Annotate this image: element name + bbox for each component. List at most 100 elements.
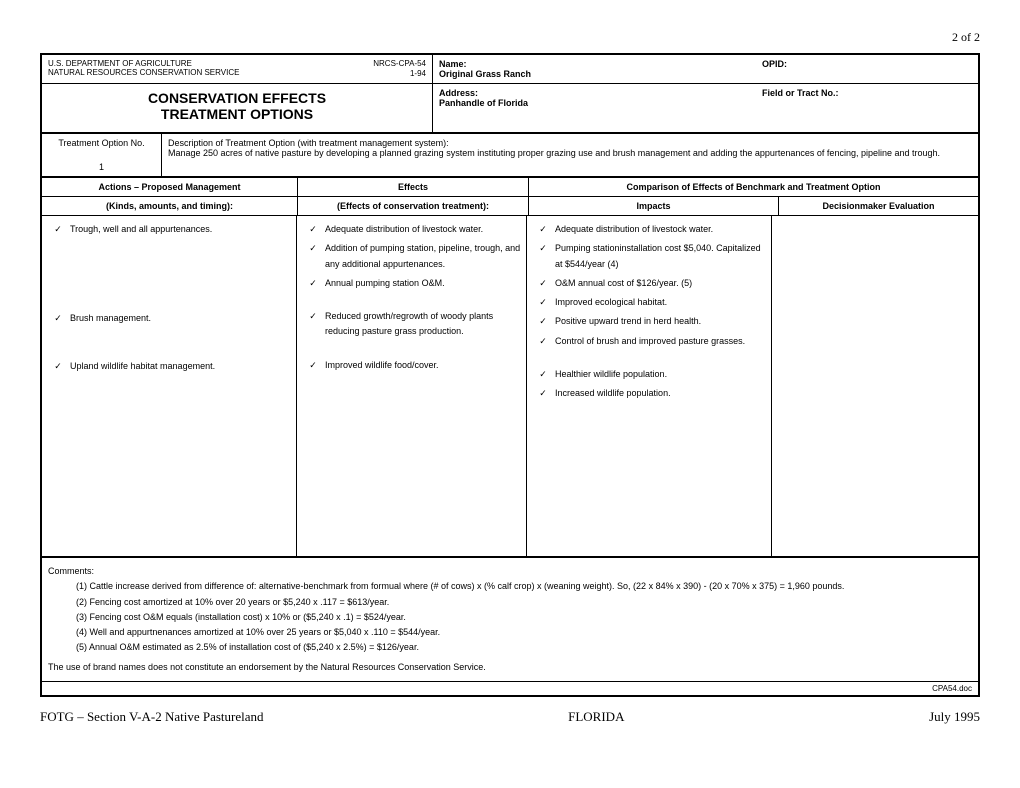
dept-line-1: U.S. DEPARTMENT OF AGRICULTURE <box>48 59 426 68</box>
page-footer: FOTG – Section V-A-2 Native Pastureland … <box>40 709 980 725</box>
check-icon: ✓ <box>46 222 70 237</box>
name-label: Name: <box>439 59 467 69</box>
form-title: CONSERVATION EFFECTS TREATMENT OPTIONS <box>42 84 432 132</box>
name-value: Original Grass Ranch <box>439 69 531 79</box>
impact-text: Positive upward trend in herd health. <box>555 314 767 329</box>
actions-column: ✓Trough, well and all appurtenances. ✓Br… <box>42 216 297 556</box>
effect-text: Annual pumping station O&M. <box>325 276 522 291</box>
impact-text: Increased wildlife population. <box>555 386 767 401</box>
check-icon: ✓ <box>301 358 325 373</box>
check-icon: ✓ <box>531 334 555 349</box>
effect-item: ✓Annual pumping station O&M. <box>301 276 522 291</box>
doc-reference: CPA54.doc <box>42 681 978 695</box>
formno-2: 1-94 <box>373 69 426 79</box>
check-icon: ✓ <box>531 295 555 310</box>
check-icon: ✓ <box>46 359 70 374</box>
formno-1: NRCS-CPA-54 <box>373 59 426 69</box>
address-label: Address: <box>439 88 478 98</box>
impact-item: ✓Increased wildlife population. <box>531 386 767 401</box>
impact-item: ✓Improved ecological habitat. <box>531 295 767 310</box>
title-line-2: TREATMENT OPTIONS <box>48 106 426 122</box>
check-icon: ✓ <box>301 222 325 237</box>
header-row-1: U.S. DEPARTMENT OF AGRICULTURE NATURAL R… <box>42 55 978 84</box>
header-agency: U.S. DEPARTMENT OF AGRICULTURE NATURAL R… <box>42 55 432 83</box>
effect-item: ✓Adequate distribution of livestock wate… <box>301 222 522 237</box>
check-icon: ✓ <box>531 386 555 401</box>
impact-text: Healthier wildlife population. <box>555 367 767 382</box>
effect-item: ✓Addition of pumping station, pipeline, … <box>301 241 522 272</box>
col-effects-header: Effects (Effects of conservation treatme… <box>298 178 529 215</box>
action-text: Upland wildlife habitat management. <box>70 359 292 374</box>
impact-text: Adequate distribution of livestock water… <box>555 222 767 237</box>
table-header: Actions – Proposed Management (Kinds, am… <box>42 178 978 216</box>
effect-text: Improved wildlife food/cover. <box>325 358 522 373</box>
comments-section: Comments: (1) Cattle increase derived fr… <box>42 556 978 681</box>
effects-h2: (Effects of conservation treatment): <box>298 196 528 215</box>
option-no-label: Treatment Option No. <box>48 138 155 148</box>
footer-right: July 1995 <box>929 709 980 725</box>
effects-h1: Effects <box>298 178 528 196</box>
check-icon: ✓ <box>531 367 555 382</box>
impact-item: ✓Adequate distribution of livestock wate… <box>531 222 767 237</box>
action-text: Trough, well and all appurtenances. <box>70 222 292 237</box>
comment-line: (2) Fencing cost amortized at 10% over 2… <box>76 595 972 610</box>
effect-text: Adequate distribution of livestock water… <box>325 222 522 237</box>
impact-text: Control of brush and improved pasture gr… <box>555 334 767 349</box>
check-icon: ✓ <box>46 311 70 326</box>
check-icon: ✓ <box>301 276 325 291</box>
table-body: ✓Trough, well and all appurtenances. ✓Br… <box>42 216 978 556</box>
header-opid-cell: OPID: <box>756 55 978 83</box>
endorsement-disclaimer: The use of brand names does not constitu… <box>48 660 972 675</box>
check-icon: ✓ <box>531 314 555 329</box>
option-desc-label: Description of Treatment Option (with tr… <box>168 138 972 148</box>
action-text: Brush management. <box>70 311 292 326</box>
impact-text: Improved ecological habitat. <box>555 295 767 310</box>
treatment-option-row: Treatment Option No. 1 Description of Tr… <box>42 134 978 178</box>
page-number: 2 of 2 <box>40 30 980 45</box>
form-container: U.S. DEPARTMENT OF AGRICULTURE NATURAL R… <box>40 53 980 697</box>
check-icon: ✓ <box>531 276 555 291</box>
action-item: ✓Brush management. <box>46 311 292 326</box>
impact-item: ✓O&M annual cost of $126/year. (5) <box>531 276 767 291</box>
header-tract-cell: Field or Tract No.: <box>756 84 978 132</box>
effects-column: ✓Adequate distribution of livestock wate… <box>297 216 527 556</box>
comments-label: Comments: <box>48 564 972 579</box>
check-icon: ✓ <box>301 241 325 272</box>
header-name-cell: Name: Original Grass Ranch <box>432 55 756 83</box>
impact-item: ✓Healthier wildlife population. <box>531 367 767 382</box>
comp-h1: Comparison of Effects of Benchmark and T… <box>529 178 978 196</box>
address-value: Panhandle of Florida <box>439 98 528 108</box>
evaluation-column <box>772 216 978 556</box>
impact-item: ✓Pumping stationinstallation cost $5,040… <box>531 241 767 272</box>
col-comparison-header: Comparison of Effects of Benchmark and T… <box>529 178 978 215</box>
effect-item: ✓Reduced growth/regrowth of woody plants… <box>301 309 522 340</box>
tract-label: Field or Tract No.: <box>762 88 839 98</box>
title-line-1: CONSERVATION EFFECTS <box>48 90 426 106</box>
header-address-cell: Address: Panhandle of Florida <box>432 84 756 132</box>
option-desc-value: Manage 250 acres of native pasture by de… <box>168 148 972 158</box>
option-number-cell: Treatment Option No. 1 <box>42 134 162 176</box>
option-no-value: 1 <box>48 162 155 172</box>
dept-line-2: NATURAL RESOURCES CONSERVATION SERVICE <box>48 68 426 77</box>
effect-text: Reduced growth/regrowth of woody plants … <box>325 309 522 340</box>
col-actions-header: Actions – Proposed Management (Kinds, am… <box>42 178 298 215</box>
comment-line: (5) Annual O&M estimated as 2.5% of inst… <box>76 640 972 655</box>
impacts-h: Impacts <box>529 197 779 215</box>
form-number: NRCS-CPA-54 1-94 <box>373 59 426 78</box>
opid-label: OPID: <box>762 59 787 69</box>
comment-line: (1) Cattle increase derived from differe… <box>76 579 972 594</box>
action-item: ✓Upland wildlife habitat management. <box>46 359 292 374</box>
option-desc-cell: Description of Treatment Option (with tr… <box>162 134 978 176</box>
footer-center: FLORIDA <box>568 709 624 725</box>
action-item: ✓Trough, well and all appurtenances. <box>46 222 292 237</box>
effect-text: Addition of pumping station, pipeline, t… <box>325 241 522 272</box>
check-icon: ✓ <box>301 309 325 340</box>
impact-text: Pumping stationinstallation cost $5,040.… <box>555 241 767 272</box>
comment-line: (4) Well and appurtnenances amortized at… <box>76 625 972 640</box>
footer-left: FOTG – Section V-A-2 Native Pastureland <box>40 709 264 725</box>
eval-h: Decisionmaker Evaluation <box>779 197 978 215</box>
check-icon: ✓ <box>531 241 555 272</box>
impact-item: ✓Positive upward trend in herd health. <box>531 314 767 329</box>
impacts-column: ✓Adequate distribution of livestock wate… <box>527 216 772 556</box>
actions-h2: (Kinds, amounts, and timing): <box>42 196 297 215</box>
